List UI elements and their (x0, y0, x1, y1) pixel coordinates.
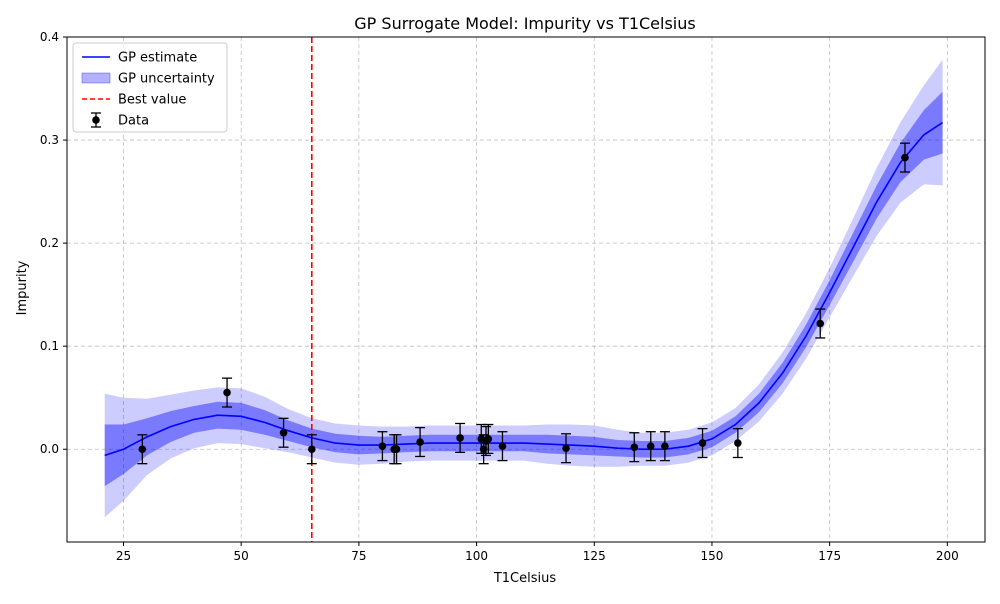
x-tick-label: 100 (465, 549, 488, 563)
y-tick-label: 0.1 (40, 339, 59, 353)
data-marker (816, 319, 825, 328)
ticks: 25 50 75 100 125 150 175 200 0.0 0.1 0.2 0.3 0.4 (40, 30, 959, 563)
legend-label: Data (118, 114, 149, 129)
data-marker (901, 153, 909, 162)
data-marker (646, 442, 655, 450)
legend-swatch-data-marker (92, 116, 100, 124)
data-point (697, 427, 708, 459)
data-point (415, 426, 426, 458)
data-point (645, 431, 656, 462)
data-marker (484, 435, 493, 443)
data-marker (734, 439, 742, 447)
data-marker (498, 442, 507, 450)
data-point (278, 417, 289, 448)
gp-estimate-line (104, 121, 944, 457)
data-marker (378, 442, 387, 450)
data-marker (630, 443, 639, 451)
x-tick-label: 125 (583, 549, 606, 563)
data-point (561, 433, 572, 464)
legend-label: GP uncertainty (118, 72, 215, 87)
x-tick-label: 175 (818, 549, 841, 563)
data-point (377, 431, 388, 462)
legend-label: GP estimate (118, 51, 197, 66)
data-marker (392, 445, 401, 454)
data-point (497, 431, 508, 462)
data-point (629, 432, 640, 463)
data-marker (279, 428, 288, 437)
y-tick-label: 0.3 (40, 133, 59, 147)
x-tick-label: 200 (936, 549, 959, 563)
y-tick-label: 0.4 (40, 30, 59, 44)
legend-label: Best value (118, 93, 186, 108)
y-tick-label: 0.2 (40, 236, 59, 250)
chart-title: GP Surrogate Model: Impurity vs T1Celsiu… (354, 14, 695, 33)
legend-swatch-gp-uncertainty (81, 72, 111, 84)
data-point (732, 427, 743, 459)
axes-frame (66, 36, 986, 543)
data-marker (138, 445, 147, 454)
data-marker (223, 388, 231, 397)
data-point (306, 434, 317, 465)
data-points (137, 142, 910, 465)
data-point (659, 431, 670, 462)
data-point (483, 423, 494, 455)
data-point (815, 308, 826, 339)
data-marker (562, 444, 570, 453)
data-marker (308, 445, 316, 454)
data-marker (416, 438, 424, 446)
gp-series (104, 37, 944, 542)
legend: GP estimate GP uncertainty Best value Data (72, 42, 228, 133)
data-marker (456, 434, 464, 442)
data-point (222, 377, 233, 408)
x-tick-label: 150 (701, 549, 724, 563)
legend-box (72, 42, 228, 133)
data-point (137, 434, 148, 465)
uncertainty-bands (104, 59, 943, 518)
y-tick-label: 0.0 (40, 442, 59, 456)
data-point (391, 434, 402, 465)
uncertainty-band-outer (104, 59, 943, 518)
data-point (899, 142, 910, 173)
x-tick-label: 75 (351, 549, 366, 563)
data-marker (661, 442, 669, 450)
x-tick-label: 25 (116, 549, 131, 563)
x-tick-label: 50 (234, 549, 249, 563)
y-axis-label: Impurity (15, 260, 30, 315)
data-marker (698, 439, 707, 447)
x-axis-label: T1Celsius (493, 571, 557, 586)
data-point (455, 422, 466, 453)
